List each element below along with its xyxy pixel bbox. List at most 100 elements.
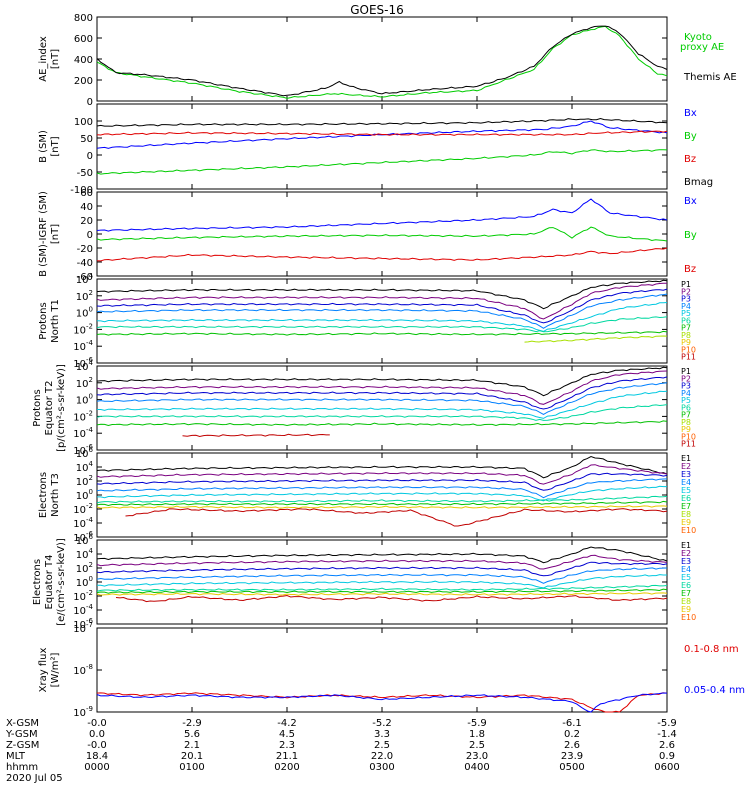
y-tick-base: 10 (76, 362, 89, 373)
footer-row-label-x: X-GSM (6, 718, 39, 729)
footer-mlt-2: 21.1 (276, 751, 298, 762)
footer-mlt-3: 22.0 (371, 751, 393, 762)
y-tick-label: 800 (74, 13, 93, 24)
legend-e3: E3 (681, 557, 691, 566)
y-tick-label: 10-9 (73, 705, 93, 719)
y-tick-base: 10 (76, 463, 89, 474)
y-tick-label: 10-6 (73, 617, 93, 631)
y-tick-label: 0 (87, 230, 93, 241)
series-line-bmag (96, 117, 668, 127)
y-tick-label: 10-6 (73, 530, 93, 544)
y-tick-label: 100 (76, 306, 93, 320)
footer-x-0: -0.0 (87, 718, 107, 729)
y-tick-label: 102 (76, 561, 93, 575)
y-tick-label: 104 (76, 359, 94, 373)
series-line-e4 (96, 567, 668, 584)
y-tick-exponent: -9 (86, 705, 93, 713)
y-tick-label: 10-2 (73, 322, 93, 336)
series-line-e4 (96, 478, 668, 499)
series-line-p3 (96, 288, 668, 324)
y-tick-label: -60 (77, 272, 93, 283)
y-axis-label: North T3 (50, 473, 61, 517)
series-line-e7 (96, 500, 668, 507)
series-line-p6 (96, 404, 668, 421)
y-tick-label: 106 (76, 446, 94, 460)
y-tick-base: 10 (73, 359, 86, 370)
y-tick-exponent: 0 (89, 488, 93, 496)
legend-p11: P11 (681, 353, 696, 362)
footer-hhmm-0: 0000 (84, 762, 109, 773)
y-axis-label: Protons (32, 389, 43, 426)
y-tick-base: 10 (73, 446, 86, 457)
legend-e4: E4 (681, 478, 691, 487)
y-tick-base: 10 (73, 342, 86, 353)
legend-e6: E6 (681, 581, 691, 590)
legend-p10: P10 (681, 432, 696, 441)
y-tick-label: 104 (76, 460, 94, 474)
footer-y-6: -1.4 (657, 729, 677, 740)
y-tick-exponent: 0 (89, 575, 93, 583)
y-tick-label: 10-6 (73, 443, 93, 457)
legend-p5: P5 (681, 309, 691, 318)
legend-p7: P7 (681, 324, 691, 333)
y-tick-exponent: 6 (89, 446, 94, 454)
series-line-themis-ae (96, 25, 668, 97)
series-line-bz (96, 247, 668, 262)
y-tick-label: -40 (77, 258, 93, 269)
y-tick-base: 10 (73, 624, 86, 635)
footer-y-1: 5.6 (184, 729, 200, 740)
footer-y-2: 4.5 (279, 729, 295, 740)
legend-p9: P9 (681, 425, 691, 434)
y-tick-exponent: -7 (86, 621, 93, 629)
footer-z-1: 2.1 (184, 740, 200, 751)
legend-by: By (684, 230, 697, 241)
legend-p7: P7 (681, 411, 691, 420)
footer-hhmm-4: 0400 (464, 762, 489, 773)
y-tick-base: 10 (73, 606, 86, 617)
legend-e3: E3 (681, 470, 691, 479)
y-tick-exponent: 4 (89, 359, 94, 367)
series-line-p7 (96, 330, 668, 336)
y-tick-label: 20 (80, 216, 93, 227)
panel-3: -60 -40 -20 0 20 40 60 B (SM)-IGRF (SM) [nT] Bx By… (38, 188, 697, 283)
y-tick-exponent: 4 (89, 272, 94, 280)
series-line-by (96, 149, 668, 175)
footer-date: 2020 Jul 05 (6, 773, 63, 784)
footer-x-4: -5.9 (467, 718, 487, 729)
legend-e1: E1 (681, 454, 691, 463)
legend-bz: Bz (684, 154, 696, 165)
footer-mlt-0: 18.4 (86, 751, 108, 762)
series-line-e2 (96, 464, 668, 485)
series-line-e9 (125, 508, 668, 527)
y-axis-label: [nT] (50, 224, 61, 244)
legend-p2: P2 (681, 287, 691, 296)
y-tick-exponent: -2 (86, 409, 93, 417)
legend-xray-long: 0.1-0.8 nm (684, 644, 739, 655)
series-line-e3 (96, 561, 668, 577)
y-tick-label: 100 (76, 575, 93, 589)
y-axis-label: Protons (38, 302, 49, 339)
y-axis-label: [nT] (50, 136, 61, 156)
y-tick-label: 0 (87, 97, 93, 108)
legend-e8: E8 (681, 597, 691, 606)
legend-e6: E6 (681, 494, 691, 503)
footer-x-6: -5.9 (657, 718, 677, 729)
legend-p8: P8 (681, 418, 691, 427)
series-line-p3 (96, 376, 668, 410)
y-tick-exponent: 2 (89, 561, 93, 569)
series-line-bx (96, 198, 668, 232)
y-tick-label: 200 (74, 76, 93, 87)
y-tick-label: 40 (80, 202, 93, 213)
series-line-p1 (96, 279, 668, 310)
series-line-e5 (97, 574, 667, 589)
footer-row-label-y: Y-GSM (5, 729, 38, 740)
legend-bx: Bx (684, 196, 697, 207)
y-tick-label: 104 (76, 272, 94, 286)
y-tick-exponent: 2 (89, 289, 93, 297)
y-tick-label: 10-7 (73, 621, 93, 635)
legend-e9: E9 (681, 518, 691, 527)
y-tick-exponent: -4 (86, 603, 94, 611)
